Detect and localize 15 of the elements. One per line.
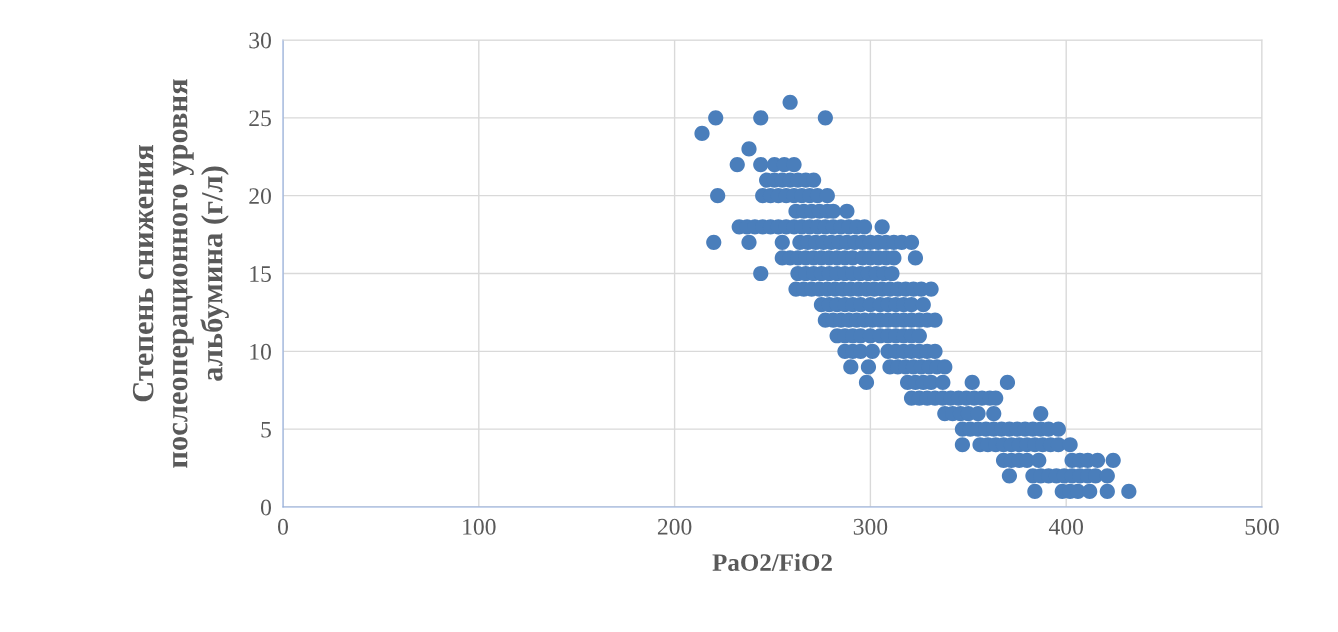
y-tick-label: 20 [249, 188, 271, 205]
y-tick-label: 0 [260, 499, 271, 516]
y-tick-label: 5 [261, 421, 271, 438]
y-tick-label: 15 [250, 266, 271, 282]
x-tick-label: 300 [853, 518, 888, 535]
y-tick-label: 30 [249, 32, 271, 49]
x-tick-label: 400 [1048, 518, 1084, 535]
y-tick-label: 10 [250, 343, 271, 360]
x-axis-title: PaO2/FiO2 [712, 553, 832, 572]
x-tick-label: 200 [657, 518, 692, 535]
x-tick-label: 0 [278, 518, 288, 535]
y-axis-title: Степень снижения послеоперационного уровня альбумина (г/л) [132, 79, 229, 468]
x-tick-label: 500 [1245, 518, 1279, 535]
x-tick-label: 100 [463, 518, 496, 535]
y-tick-label: 25 [249, 110, 271, 127]
